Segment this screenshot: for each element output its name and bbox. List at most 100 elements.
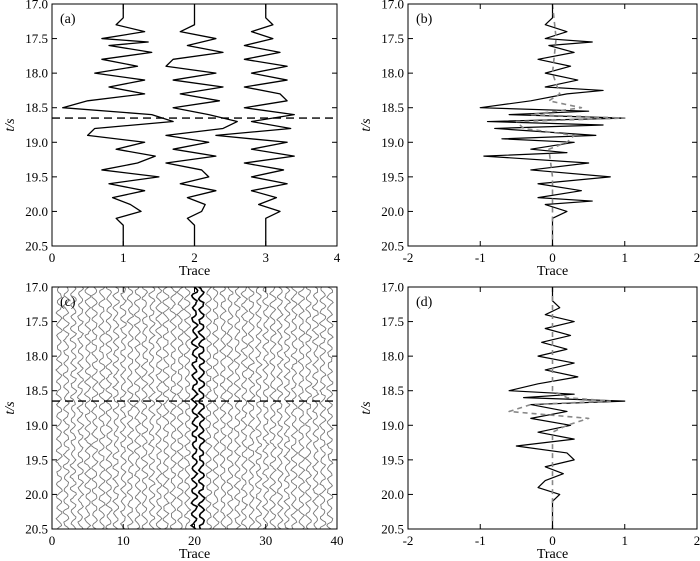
plot-area [52, 4, 337, 246]
y-tick-label: 18.5 [25, 100, 48, 115]
solid-series-line [508, 287, 626, 529]
y-tick-label: 17.0 [381, 280, 404, 295]
trace-line [290, 287, 299, 529]
plot-frame [407, 3, 698, 247]
y-tick-label: 19.5 [25, 452, 48, 467]
x-tick-label: 3 [263, 250, 270, 265]
y-tick-label: 18.0 [381, 66, 404, 81]
x-tick-label: -2 [403, 250, 414, 265]
trace-line [105, 287, 113, 529]
trace-line [76, 287, 85, 529]
trace-line [161, 287, 170, 529]
y-tick-label: 17.5 [25, 314, 48, 329]
trace-line [297, 287, 306, 529]
y-axis-label: t/s [359, 401, 374, 415]
trace-line [112, 287, 120, 529]
trace-line [233, 287, 242, 529]
x-tick-label: 0 [549, 533, 556, 548]
trace-line [311, 287, 320, 529]
y-tick-label: 20.0 [381, 487, 404, 502]
trace-line [90, 287, 99, 529]
plot-frame [51, 3, 338, 247]
panel-4: -2 -1 0 1 2 17.0 17.5 18.0 18.5 19.0 19.5 20.0 20.5 T… [359, 280, 700, 561]
panel-3: 0 10 20 30 40 17.0 17.5 18.0 18.5 19.0 19.5 20.0 20.… [3, 280, 344, 561]
y-tick-label: 17.5 [381, 314, 404, 329]
y-tick-label: 19.0 [25, 418, 48, 433]
trace-line [254, 287, 263, 529]
trace-line [204, 287, 213, 529]
x-axis-label: Trace [537, 264, 568, 279]
x-tick-label: 10 [117, 533, 130, 548]
y-axis-label: t/s [359, 118, 374, 132]
x-tick-label: -1 [475, 533, 486, 548]
x-tick-label: 0 [49, 250, 56, 265]
y-tick-label: 17.0 [25, 0, 48, 12]
x-tick-label: 2 [694, 250, 700, 265]
trace-line [98, 287, 106, 529]
plot-frame [51, 286, 338, 530]
x-tick-label: 1 [622, 533, 629, 548]
y-tick-label: 20.5 [25, 522, 48, 537]
y-tick-label: 19.0 [25, 135, 48, 150]
x-tick-label: 30 [259, 533, 272, 548]
y-tick-label: 19.0 [381, 418, 404, 433]
trace-line [240, 287, 249, 529]
trace-line [219, 287, 227, 529]
plot-area [508, 287, 626, 529]
panel-label: (b) [416, 12, 433, 27]
trace-line [126, 287, 135, 529]
x-axis-label: Trace [537, 547, 568, 561]
x-tick-label: 4 [334, 250, 341, 265]
x-tick-label: 2 [694, 533, 700, 548]
panel-label: (d) [416, 295, 433, 310]
trace-line [69, 287, 78, 529]
trace-line [247, 287, 256, 529]
x-tick-label: -1 [475, 250, 486, 265]
y-tick-label: 17.5 [381, 31, 404, 46]
x-tick-label: 40 [331, 533, 344, 548]
y-tick-label: 18.0 [381, 349, 404, 364]
highlighted-trace [197, 287, 206, 529]
trace-line [261, 287, 270, 529]
highlighted-trace [189, 287, 200, 529]
y-tick-label: 20.5 [381, 239, 404, 254]
y-tick-label: 20.5 [25, 239, 48, 254]
trace-line [119, 287, 128, 529]
y-tick-label: 19.0 [381, 135, 404, 150]
y-tick-label: 19.5 [25, 169, 48, 184]
y-tick-label: 20.0 [381, 204, 404, 219]
y-tick-label: 18.5 [381, 383, 404, 398]
y-tick-label: 17.0 [25, 280, 48, 295]
y-tick-label: 17.0 [381, 0, 404, 12]
trace-line [147, 287, 156, 529]
plot-area [52, 287, 337, 529]
panel-label: (a) [60, 12, 76, 27]
trace-line [226, 287, 234, 529]
dashed-series-line [508, 287, 612, 529]
trace-line [133, 287, 142, 529]
x-tick-label: -2 [403, 533, 414, 548]
x-tick-label: 1 [622, 250, 629, 265]
y-tick-label: 20.5 [381, 522, 404, 537]
plot-area [479, 4, 626, 246]
panel-label: (c) [60, 295, 76, 310]
y-tick-label: 17.5 [25, 31, 48, 46]
y-tick-label: 19.5 [381, 169, 404, 184]
trace-line [283, 287, 292, 529]
trace-2-line [165, 4, 238, 246]
x-tick-label: 2 [191, 250, 198, 265]
x-axis-label: Trace [179, 547, 210, 561]
trace-line [269, 287, 277, 529]
trace-line [183, 287, 192, 529]
trace-line [318, 287, 327, 529]
trace-1-line [62, 4, 174, 246]
y-tick-label: 18.0 [25, 66, 48, 81]
trace-line [154, 287, 163, 529]
trace-line [211, 287, 220, 529]
y-tick-label: 20.0 [25, 487, 48, 502]
trace-line [169, 287, 178, 529]
trace-line [326, 287, 334, 529]
y-tick-label: 18.5 [25, 383, 48, 398]
x-tick-label: 1 [120, 250, 127, 265]
